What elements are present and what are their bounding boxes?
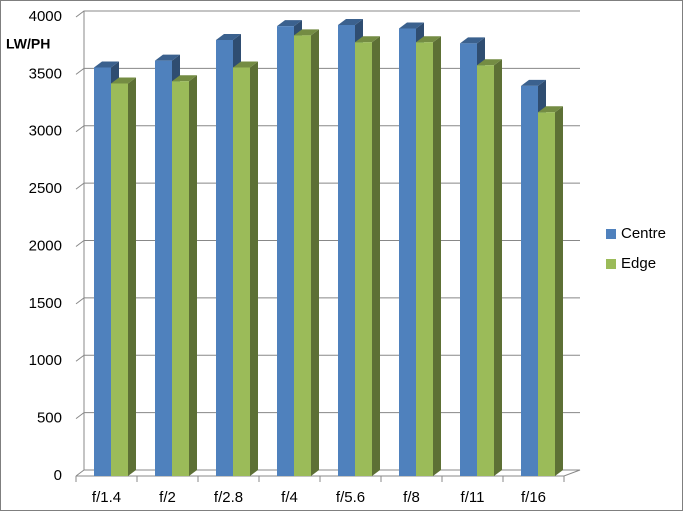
x-tick-label: f/2.8 bbox=[214, 489, 243, 506]
bar bbox=[233, 61, 258, 477]
bar bbox=[172, 75, 197, 476]
y-tick-label: 4000 bbox=[29, 8, 62, 25]
grid-line bbox=[75, 10, 580, 18]
y-tick-label: 0 bbox=[54, 467, 62, 484]
x-tick-label: f/2 bbox=[159, 489, 176, 506]
legend-swatch bbox=[606, 229, 616, 239]
legend-label: Edge bbox=[621, 255, 656, 272]
y-tick-label: 2500 bbox=[29, 180, 62, 197]
bar bbox=[416, 36, 441, 477]
y-axis-label: LW/PH bbox=[6, 36, 50, 52]
x-tick-label: f/8 bbox=[403, 489, 420, 506]
x-tick-label: f/5.6 bbox=[336, 489, 365, 506]
bar bbox=[294, 29, 319, 477]
y-tick-label: 2000 bbox=[29, 237, 62, 254]
x-tick-label: f/11 bbox=[461, 489, 485, 506]
x-tick-label: f/4 bbox=[281, 489, 298, 506]
bar bbox=[538, 106, 563, 477]
x-tick-label: f/1.4 bbox=[92, 489, 121, 506]
legend-label: Centre bbox=[621, 225, 666, 242]
bar bbox=[355, 36, 380, 477]
y-tick-label: 1500 bbox=[29, 295, 62, 312]
y-tick-label: 500 bbox=[37, 410, 62, 427]
x-tick-label: f/16 bbox=[521, 489, 546, 506]
y-tick-label: 1000 bbox=[29, 352, 62, 369]
bar bbox=[477, 59, 502, 476]
y-tick-label: 3500 bbox=[29, 65, 62, 82]
y-tick-label: 3000 bbox=[29, 123, 62, 140]
bar bbox=[111, 77, 136, 477]
legend-swatch bbox=[606, 259, 616, 269]
